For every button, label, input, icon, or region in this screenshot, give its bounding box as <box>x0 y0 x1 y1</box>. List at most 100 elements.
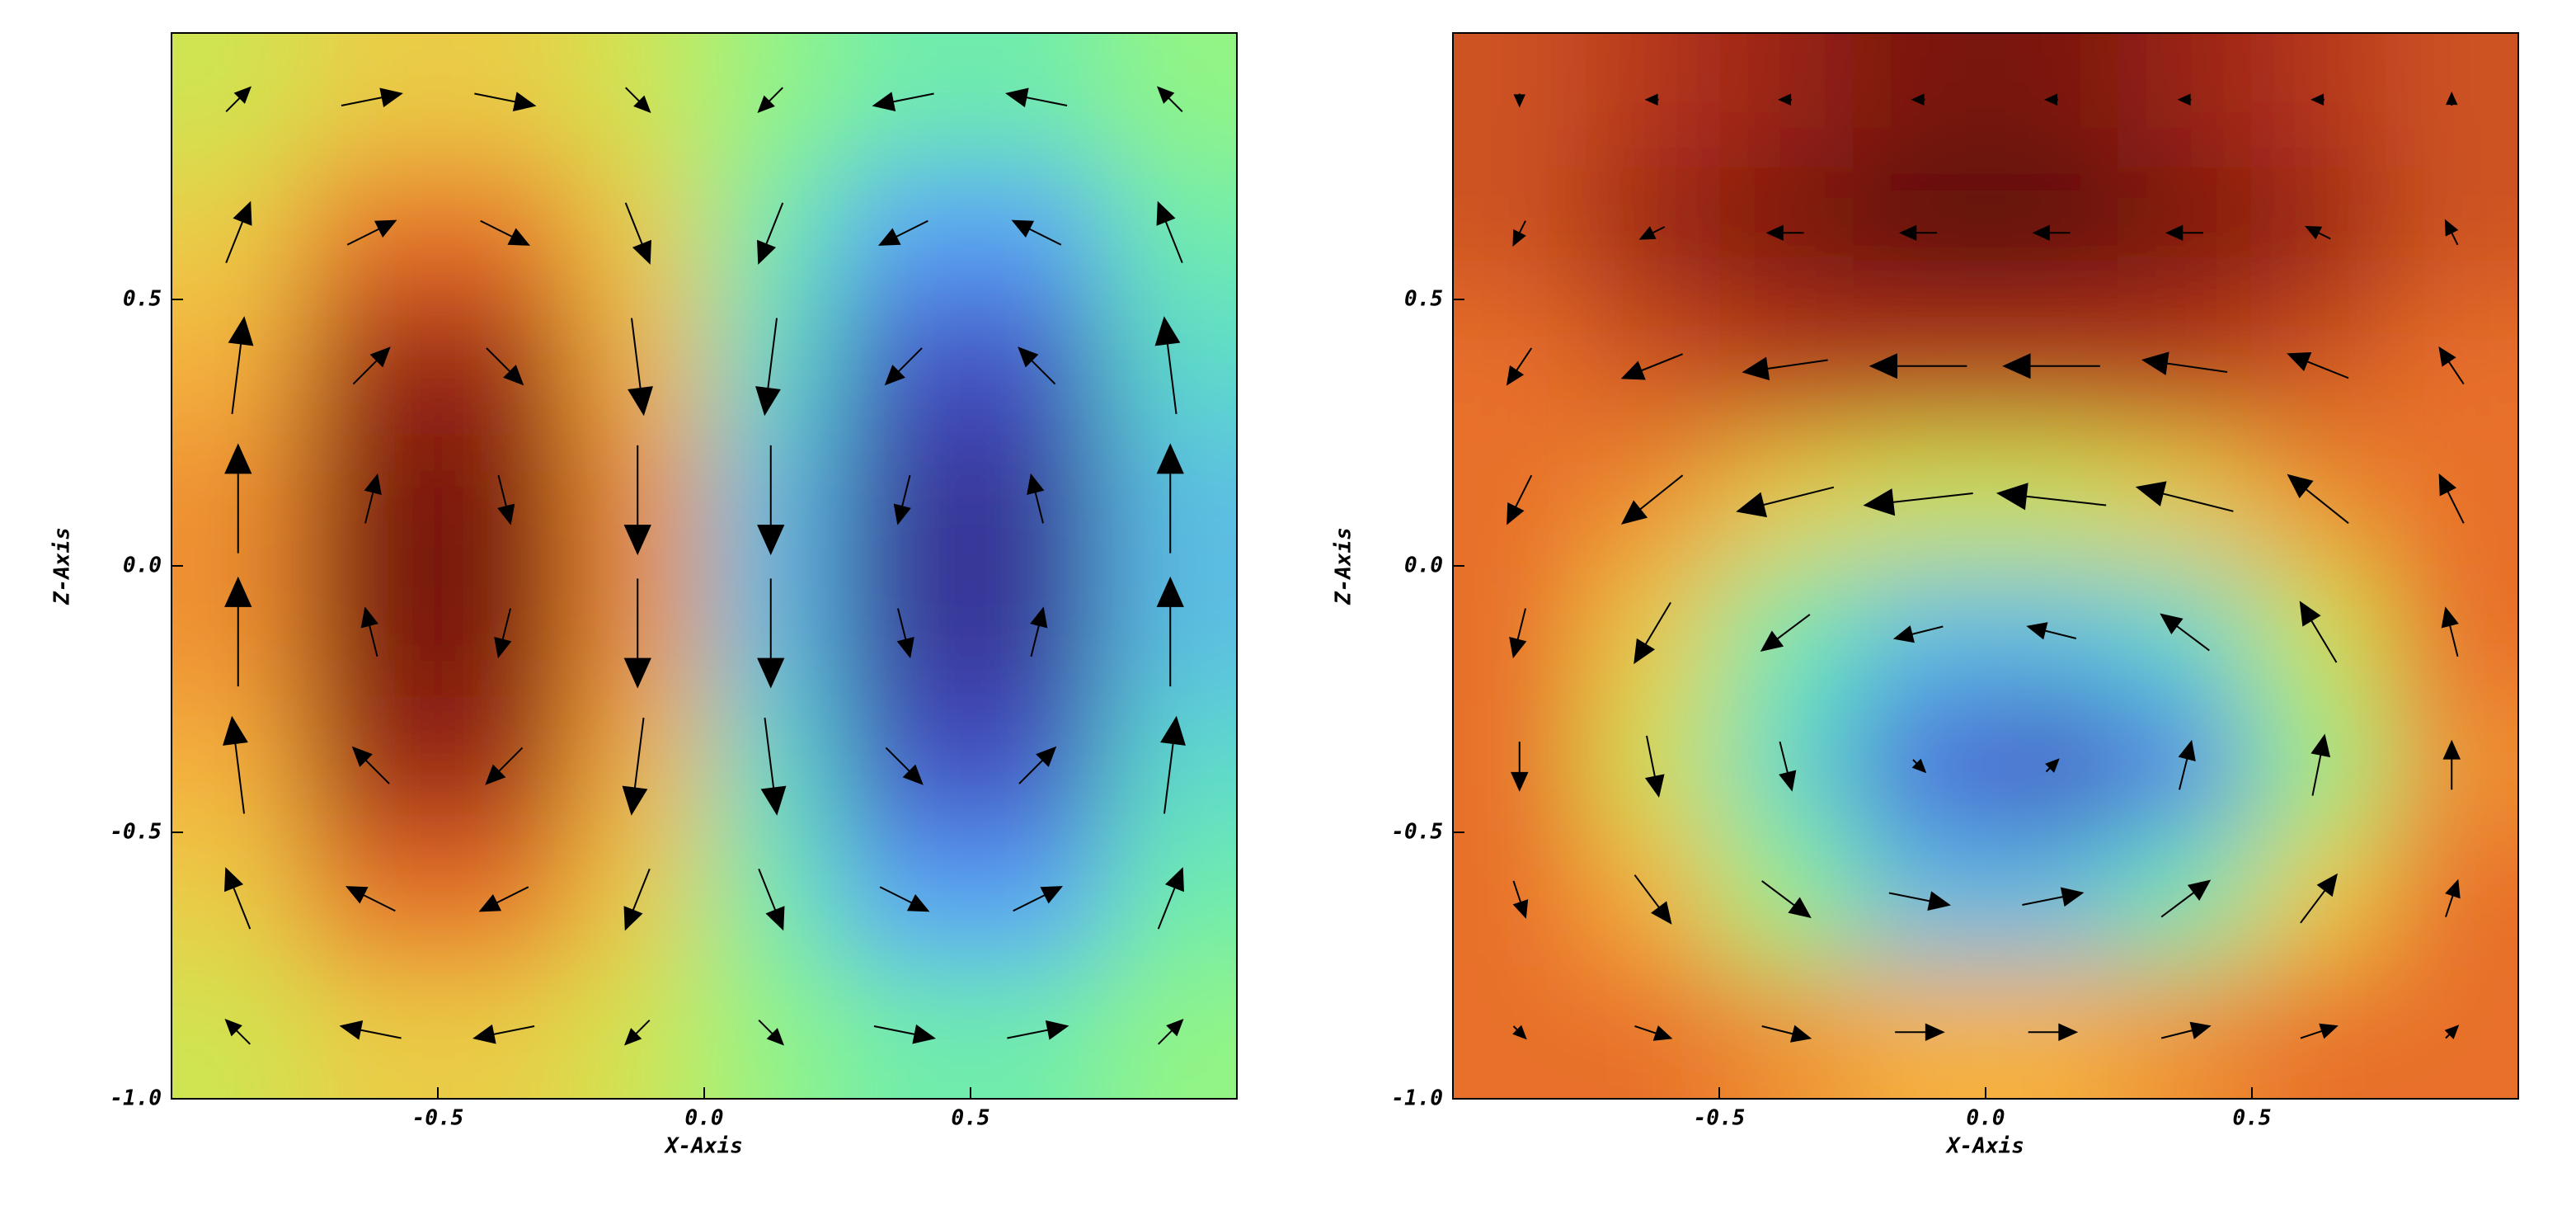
field-cell <box>438 965 572 1099</box>
arrow <box>1778 93 1793 106</box>
arrow <box>224 443 252 554</box>
field-cell <box>172 832 306 967</box>
arrow <box>757 578 785 689</box>
arrow <box>760 717 787 816</box>
arrow <box>1018 746 1057 784</box>
x-tick-label: 0.0 <box>685 1106 724 1131</box>
x-axis-label: X-Axis <box>664 1134 743 1159</box>
arrow <box>1510 742 1529 792</box>
arrow <box>485 747 524 785</box>
arrow <box>1634 874 1672 925</box>
arrow <box>339 1020 402 1040</box>
arrow <box>1995 483 2107 511</box>
y-tick-label: -1.0 <box>110 1086 162 1111</box>
arrow <box>623 1020 651 1046</box>
field-cell <box>2252 965 2386 1099</box>
arrow <box>2160 879 2212 918</box>
x-tick-label: 0.5 <box>952 1106 990 1131</box>
field-cell <box>704 33 839 167</box>
arrow <box>1512 220 1526 247</box>
arrow <box>2299 601 2338 663</box>
arrow <box>2044 93 2059 106</box>
arrow <box>2300 1023 2339 1039</box>
field-cell <box>1719 965 1854 1099</box>
arrow <box>223 715 248 814</box>
arrow <box>879 886 930 912</box>
field-cell <box>1103 832 1237 967</box>
arrow <box>1634 1025 1673 1041</box>
arrow <box>885 747 924 785</box>
field-cell <box>971 33 1105 167</box>
arrow <box>1512 880 1529 919</box>
arrow <box>486 347 524 386</box>
arrow <box>1620 353 1683 380</box>
arrow <box>1911 93 1925 106</box>
arrow <box>345 886 396 912</box>
arrow <box>755 318 781 417</box>
field-cell <box>438 33 572 167</box>
arrow <box>1892 625 1944 643</box>
y-tick-label: -1.0 <box>1391 1086 1443 1111</box>
arrow <box>1888 891 1951 912</box>
arrow <box>1018 346 1056 385</box>
field-cell <box>2118 965 2253 1099</box>
field-cell <box>837 33 971 167</box>
arrow <box>1911 758 1927 774</box>
arrow <box>1030 606 1048 657</box>
arrow <box>757 87 783 114</box>
arrow <box>225 86 252 112</box>
arrow <box>1027 473 1045 524</box>
arrow <box>884 347 923 386</box>
plot-area: -0.5 0.0 0.5 -1.0 -0.5 0.0 0.5 X-Axis Z-Axis <box>1332 32 2519 1159</box>
field-cell <box>571 33 705 167</box>
field-cell <box>1453 33 1587 167</box>
arrow <box>1638 226 1666 240</box>
arrow <box>1013 886 1064 912</box>
arrow <box>1512 1025 1527 1040</box>
field-cell <box>2385 566 2518 700</box>
x-tick-label: -0.5 <box>1694 1106 1746 1131</box>
arrow <box>224 867 251 930</box>
arrow <box>2160 613 2210 652</box>
field-cell <box>172 166 306 300</box>
arrow <box>1154 316 1181 415</box>
y-axis-label: Z-Axis <box>1332 527 1356 605</box>
y-tick-label: 0.0 <box>123 554 162 578</box>
arrow <box>1509 608 1527 659</box>
arrow <box>1644 735 1665 798</box>
arrow <box>2310 93 2325 106</box>
arrow <box>497 474 515 525</box>
field-cell <box>304 965 439 1099</box>
field-cell <box>1586 965 1720 1099</box>
x-axis-label: X-Axis <box>1945 1134 2024 1159</box>
field-cell <box>1852 965 1986 1099</box>
field-cell <box>1453 166 1587 300</box>
arrow <box>896 608 914 659</box>
arrow <box>1765 224 1804 241</box>
arrow <box>628 318 653 417</box>
arrow <box>623 445 651 556</box>
field-cell <box>837 965 971 1099</box>
field-blur <box>172 33 1237 1099</box>
field-cell <box>2385 832 2518 967</box>
arrow <box>2287 352 2349 379</box>
arrow <box>351 746 390 784</box>
arrow <box>1507 474 1533 525</box>
arrow <box>622 717 648 816</box>
arrow <box>2305 225 2331 240</box>
arrow <box>2444 219 2459 246</box>
arrow <box>224 576 252 687</box>
field-cell <box>2118 33 2253 167</box>
field-cell <box>704 965 839 1099</box>
arrow <box>228 316 254 415</box>
arrow <box>2177 93 2192 106</box>
field-cell <box>1852 33 1986 167</box>
arrow <box>2438 473 2465 524</box>
arrow <box>494 608 512 659</box>
field-cell <box>172 33 306 167</box>
field-cell <box>1586 33 1720 167</box>
arrow <box>352 346 391 385</box>
arrow <box>2445 879 2461 917</box>
